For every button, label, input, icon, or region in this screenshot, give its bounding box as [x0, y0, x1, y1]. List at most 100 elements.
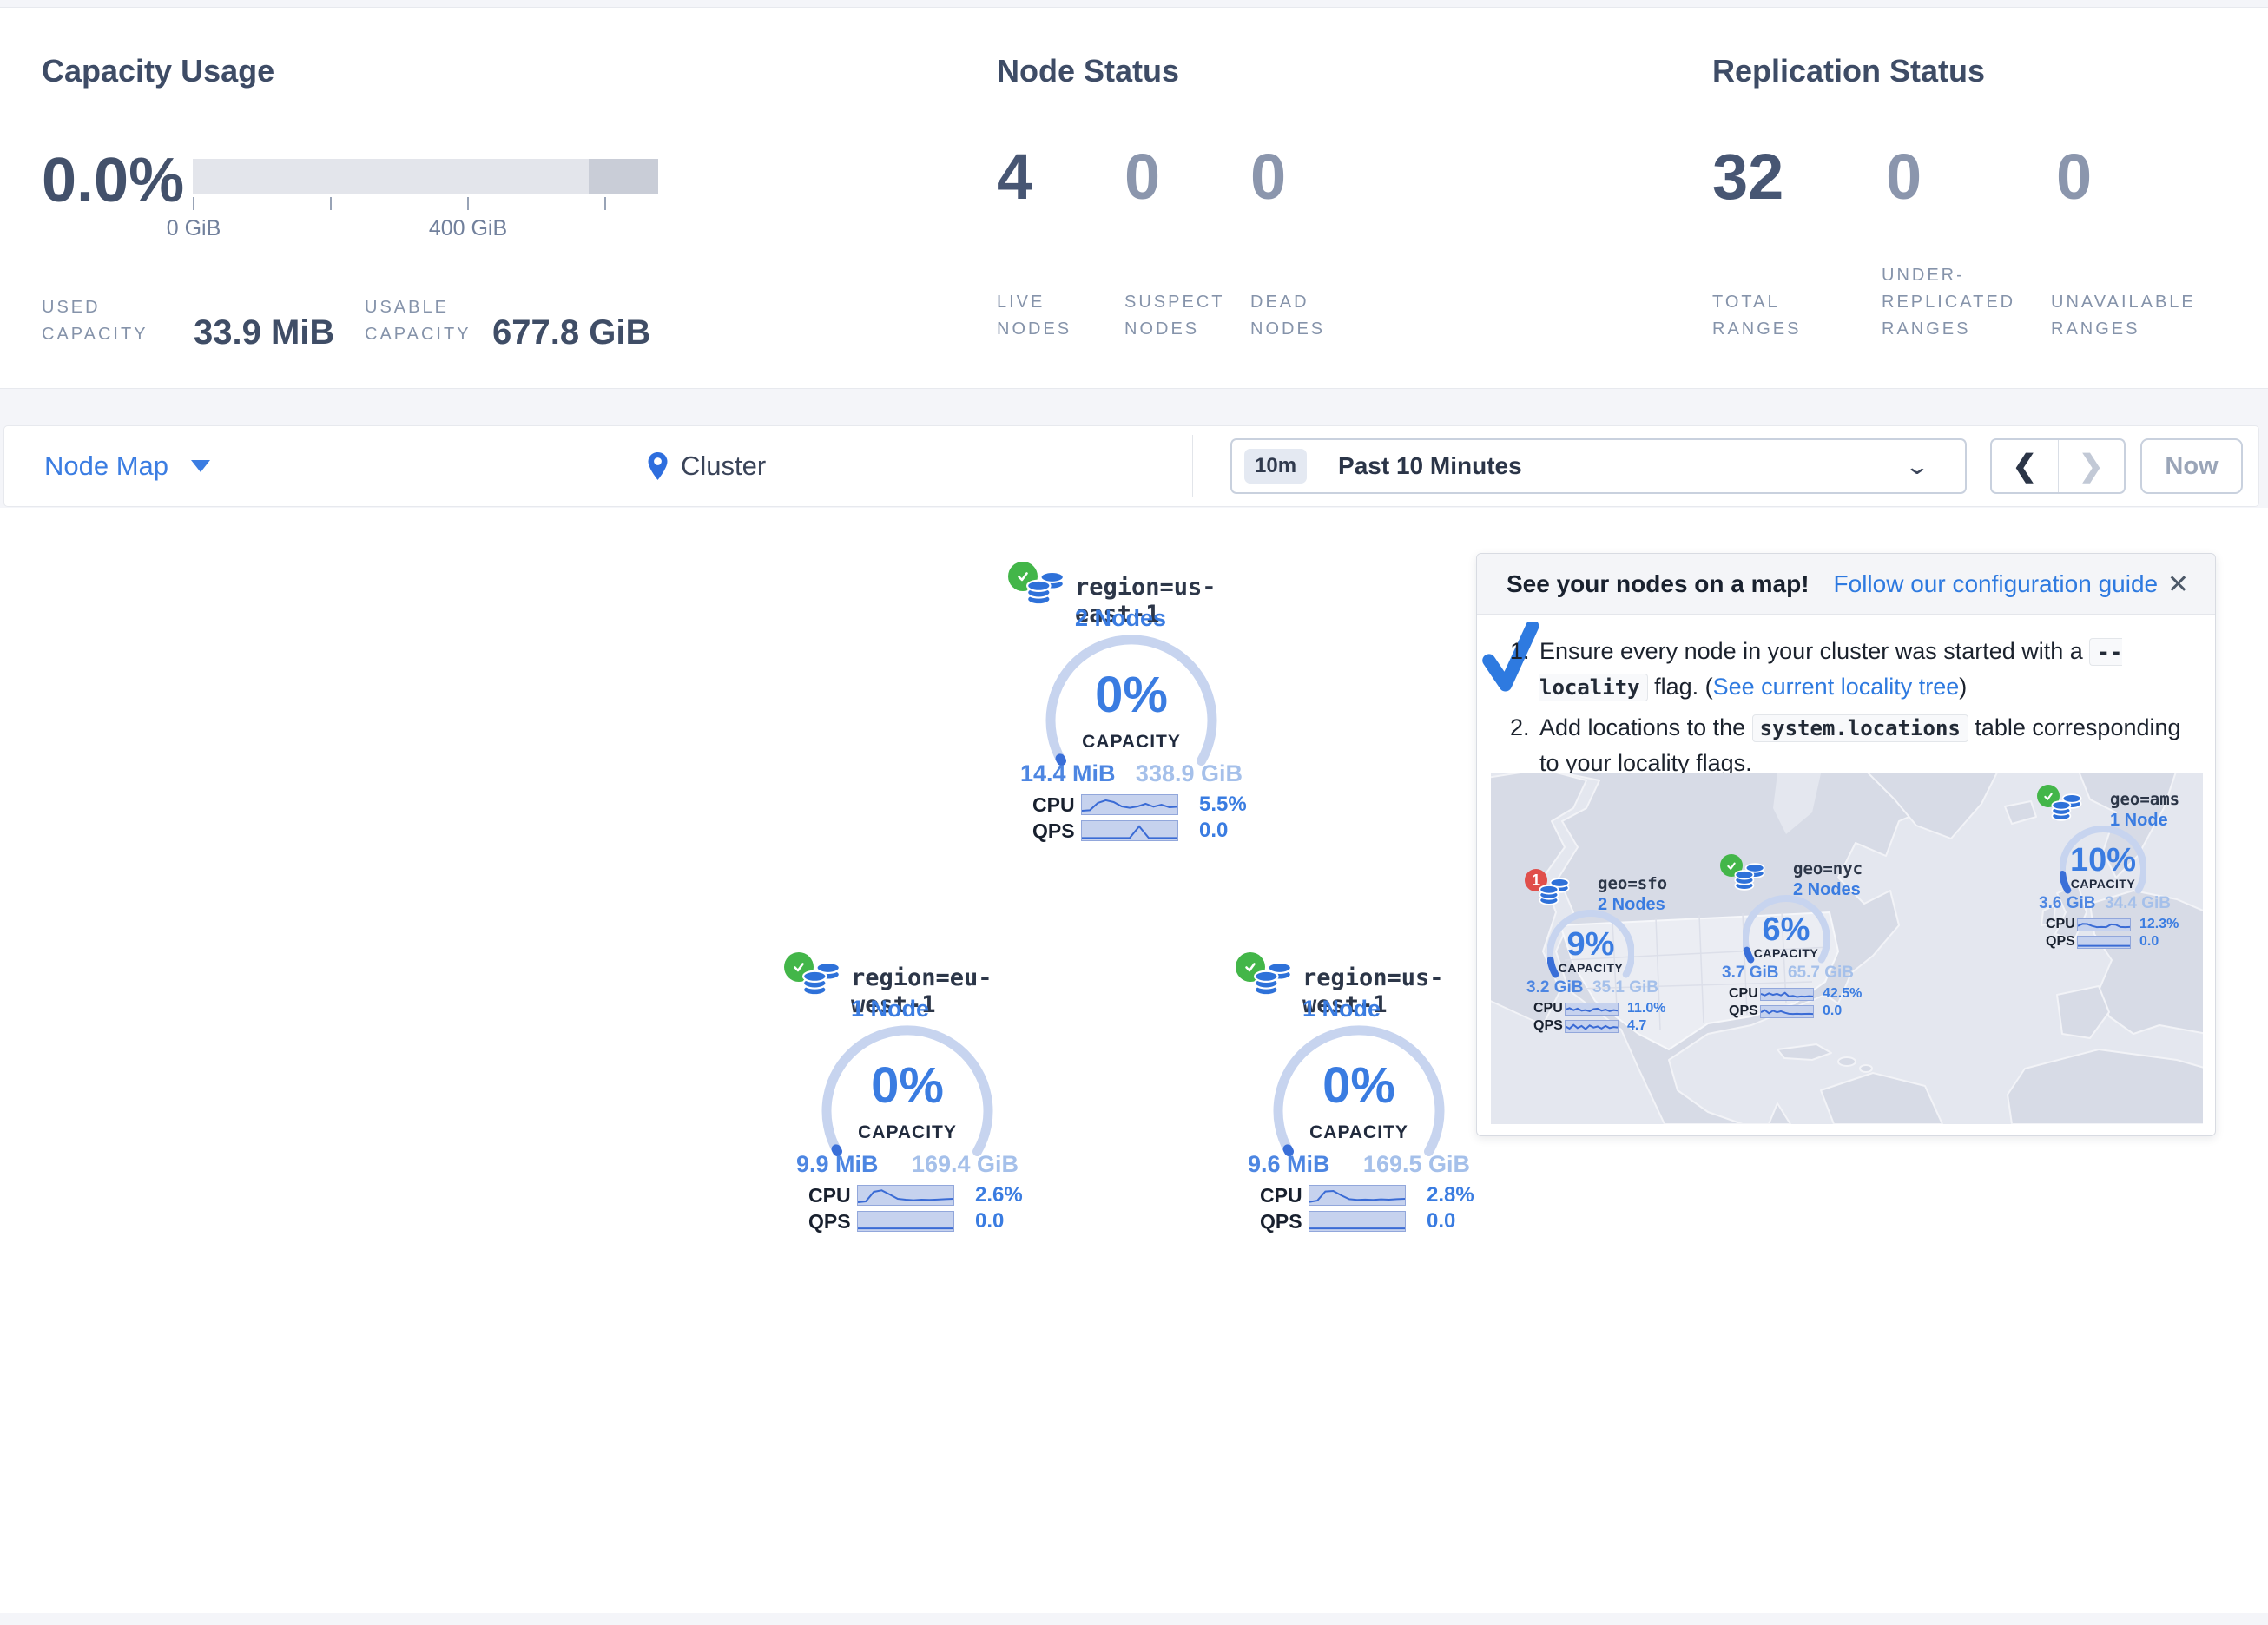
view-selector-dropdown[interactable]: Node Map	[44, 426, 211, 506]
capacity-percent: 0%	[1322, 1057, 1395, 1114]
time-back-button[interactable]: ❮	[1992, 440, 2059, 492]
used-capacity: 14.4 MiB	[1020, 760, 1116, 786]
total-capacity: 338.9 GiB	[1135, 760, 1243, 786]
usable-capacity-value: 677.8 GiB	[492, 313, 651, 352]
locality-tree-link[interactable]: See current locality tree	[1712, 674, 1960, 700]
unavailable-count: 0	[2056, 141, 2093, 213]
capacity-gauge	[1272, 1022, 1446, 1165]
database-stack-icon	[1539, 878, 1570, 905]
cpu-label: CPU	[1032, 793, 1075, 816]
capacity-caption: CAPACITY	[1753, 946, 1819, 960]
total-capacity: 169.4 GiB	[911, 1151, 1019, 1177]
time-range-label: Past 10 Minutes	[1338, 452, 1522, 479]
used-capacity: 9.9 MiB	[796, 1151, 879, 1177]
capacity-gauge	[1742, 894, 1830, 971]
node-status-title: Node Status	[997, 53, 1180, 89]
cpu-label: CPU	[1533, 1001, 1563, 1016]
system-locations-code: system.locations	[1751, 714, 1968, 742]
node-count-label[interactable]: 2 Nodes	[1598, 895, 1665, 914]
cpu-value: 42.5%	[1823, 986, 1863, 1001]
unavailable-label: UNAVAILABLE RANGES	[2051, 293, 2196, 339]
time-pager: ❮ ❯	[1990, 438, 2126, 494]
capacity-gauge	[1045, 631, 1218, 774]
node-count-label[interactable]: 1 Node	[851, 996, 930, 1022]
used-capacity: 3.6 GiB	[2039, 894, 2096, 912]
total-capacity: 34.4 GiB	[2104, 894, 2171, 912]
capacity-bar-nonusable-segment	[589, 159, 658, 194]
capacity-caption: CAPACITY	[1309, 1122, 1408, 1142]
axis-tick	[604, 197, 606, 210]
used-capacity: 9.6 MiB	[1248, 1151, 1330, 1177]
capacity-used-percent: 0.0%	[42, 146, 185, 215]
total-capacity: 169.5 GiB	[1362, 1151, 1470, 1177]
breadcrumb[interactable]: Cluster	[647, 426, 766, 506]
node-count-label[interactable]: 2 Nodes	[1793, 880, 1861, 899]
capacity-percent: 0%	[871, 1057, 944, 1114]
qps-label: QPS	[1260, 1209, 1302, 1233]
total-ranges-label: TOTAL RANGES	[1712, 293, 1802, 339]
cpu-value: 2.8%	[1427, 1183, 1474, 1207]
suspect-nodes-count: 0	[1124, 141, 1161, 213]
node-count-label[interactable]: 1 Node	[1302, 996, 1381, 1022]
popup-title: See your nodes on a map!	[1507, 569, 1810, 597]
under-replicated-label: UNDER-REPLICATED RANGES	[1882, 266, 2016, 339]
world-map-preview	[1491, 773, 2203, 1124]
live-nodes-label: LIVE NODES	[997, 293, 1072, 339]
region-label: region=us-east-1	[1075, 574, 1216, 628]
node-count-label[interactable]: 2 Nodes	[1075, 605, 1167, 631]
time-forward-button: ❯	[2079, 450, 2104, 483]
capacity-caption: CAPACITY	[2070, 877, 2136, 891]
setup-steps-list: 1. Ensure every node in your cluster was…	[1510, 634, 2192, 786]
close-icon[interactable]: ✕	[2166, 570, 2189, 599]
suspect-nodes-label: SUSPECT NODES	[1124, 293, 1225, 339]
cpu-label: CPU	[2046, 917, 2075, 931]
qps-sparkline	[1760, 1004, 1814, 1018]
cluster-summary-panel: Capacity Usage 0.0% 0 GiB 400 GiB USED C…	[0, 7, 2268, 389]
capacity-percent: 10%	[2069, 842, 2137, 878]
cpu-sparkline	[1081, 794, 1178, 815]
toolbar-divider	[1192, 435, 1193, 497]
cpu-value: 2.6%	[975, 1183, 1023, 1207]
replication-status-title: Replication Status	[1712, 53, 1986, 89]
capacity-gauge	[2059, 825, 2147, 902]
under-replicated-count: 0	[1886, 141, 1922, 213]
configuration-guide-link[interactable]: Follow our configuration guide	[1833, 569, 2159, 597]
qps-sparkline	[857, 1211, 954, 1232]
node-count-label[interactable]: 1 Node	[2110, 811, 2168, 830]
capacity-bar	[193, 159, 658, 194]
qps-label: QPS	[2046, 934, 2075, 949]
axis-tick	[193, 197, 194, 210]
live-nodes-count: 4	[997, 141, 1033, 213]
database-stack-icon	[801, 961, 841, 997]
cpu-sparkline	[1565, 1002, 1619, 1016]
qps-sparkline	[1309, 1211, 1406, 1232]
step-done-check-icon	[1482, 622, 1539, 692]
capacity-gauge	[821, 1022, 994, 1165]
qps-value: 4.7	[1627, 1018, 1647, 1033]
cpu-sparkline	[857, 1185, 954, 1206]
qps-label: QPS	[1729, 1003, 1758, 1018]
capacity-caption: CAPACITY	[858, 1122, 957, 1142]
cpu-sparkline	[1309, 1185, 1406, 1206]
cpu-value: 5.5%	[1199, 793, 1247, 816]
qps-value: 0.0	[975, 1209, 1005, 1233]
qps-value: 0.0	[1427, 1209, 1456, 1233]
region-label: region=eu-west-1	[851, 964, 992, 1018]
axis-tick-label: 0 GiB	[166, 216, 221, 240]
axis-tick-label: 400 GiB	[428, 216, 508, 240]
cpu-value: 11.0%	[1627, 1001, 1666, 1016]
setup-step-1: 1. Ensure every node in your cluster was…	[1510, 638, 2123, 701]
time-range-dropdown[interactable]: 10m Past 10 Minutes ⌄	[1230, 438, 1967, 494]
setup-step-2: 2. Add locations to the system.locations…	[1510, 714, 2181, 776]
used-capacity-value: 33.9 MiB	[194, 313, 335, 352]
capacity-usage-title: Capacity Usage	[42, 53, 275, 89]
dead-nodes-count: 0	[1250, 141, 1287, 213]
chevron-down-icon: ⌄	[1903, 452, 1931, 479]
popup-header: See your nodes on a map! Follow our conf…	[1477, 554, 2215, 615]
now-button[interactable]: Now	[2140, 438, 2243, 494]
cpu-label: CPU	[808, 1183, 851, 1207]
geo-label: geo=nyc	[1793, 859, 1863, 878]
qps-label: QPS	[1533, 1018, 1563, 1033]
qps-sparkline	[1081, 820, 1178, 841]
